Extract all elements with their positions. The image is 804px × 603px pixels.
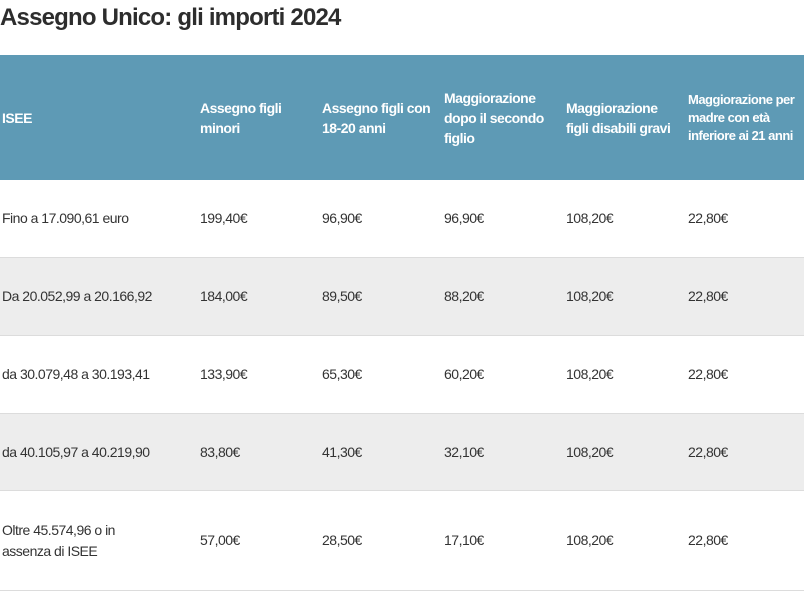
cell-isee: Da 20.052,99 a 20.166,92: [2, 288, 152, 304]
header-isee: ISEE: [2, 109, 32, 126]
header-figli-minori: Assegno figli minori: [200, 99, 282, 136]
cell-amount: 22,80€: [688, 443, 728, 460]
cell-amount: 22,80€: [688, 532, 728, 548]
cell-amount: 88,20€: [444, 288, 484, 304]
cell-isee: Oltre 45.574,96 o in assenza di ISEE: [2, 521, 115, 559]
cell-amount: 22,80€: [688, 288, 728, 304]
cell-isee: da 40.105,97 a 40.219,90: [2, 443, 150, 460]
cell-amount: 96,90€: [444, 210, 484, 226]
table-row: Fino a 17.090,61 euro 199,40€ 96,90€ 96,90€…: [0, 180, 804, 258]
header-secondo-figlio: Maggiorazione dopo il secondo figlio: [444, 89, 544, 146]
cell-amount: 133,90€: [200, 366, 248, 382]
table-row: da 40.105,97 a 40.219,90 83,80€ 41,30€ 32,1…: [0, 414, 804, 491]
cell-amount: 108,20€: [566, 288, 614, 304]
cell-amount: 83,80€: [200, 443, 240, 460]
header-figli-18-20: Assegno figli con 18-20 anni: [322, 99, 431, 136]
table-row: Da 20.052,99 a 20.166,92 184,00€ 89,50€ 88,…: [0, 258, 804, 336]
table-row: Oltre 45.574,96 o in assenza di ISEE 57,0…: [0, 491, 804, 591]
cell-amount: 22,80€: [688, 366, 728, 382]
cell-amount: 199,40€: [200, 210, 248, 226]
cell-amount: 17,10€: [444, 532, 484, 548]
table-body: Fino a 17.090,61 euro 199,40€ 96,90€ 96,90€…: [0, 180, 804, 591]
table-header: ISEE Assegno figli minori Assegno figli …: [0, 55, 804, 180]
header-disabili: Maggiorazione figli disabili gravi: [566, 99, 671, 136]
cell-isee: Fino a 17.090,61 euro: [2, 210, 129, 226]
cell-amount: 65,30€: [322, 366, 362, 382]
cell-amount: 22,80€: [688, 210, 728, 226]
header-madre-giovane: Maggiorazione per madre con età inferior…: [688, 91, 795, 143]
cell-amount: 108,20€: [566, 443, 614, 460]
amounts-table: ISEE Assegno figli minori Assegno figli …: [0, 55, 804, 591]
cell-amount: 108,20€: [566, 532, 614, 548]
cell-isee: da 30.079,48 a 30.193,41: [2, 366, 150, 382]
page-title: Assegno Unico: gli importi 2024: [0, 4, 341, 31]
cell-amount: 60,20€: [444, 366, 484, 382]
cell-amount: 184,00€: [200, 288, 248, 304]
cell-amount: 28,50€: [322, 532, 362, 548]
cell-amount: 32,10€: [444, 443, 484, 460]
cell-amount: 57,00€: [200, 532, 240, 548]
cell-amount: 89,50€: [322, 288, 362, 304]
cell-amount: 41,30€: [322, 443, 362, 460]
cell-amount: 108,20€: [566, 366, 614, 382]
cell-amount: 108,20€: [566, 210, 614, 226]
table-row: da 30.079,48 a 30.193,41 133,90€ 65,30€ 60,…: [0, 336, 804, 414]
cell-amount: 96,90€: [322, 210, 362, 226]
